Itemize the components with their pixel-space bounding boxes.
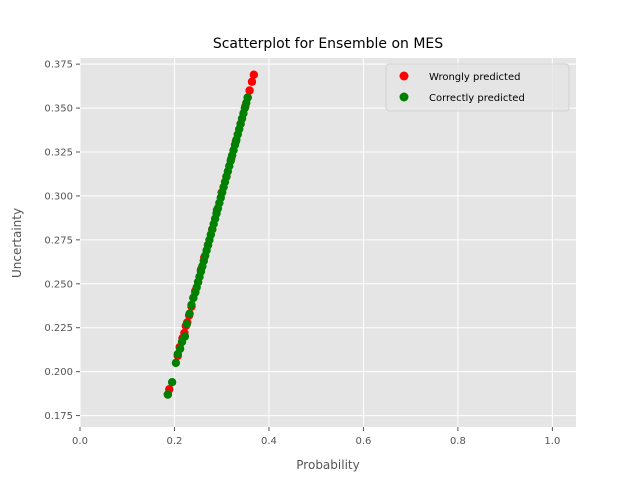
y-axis-label: Uncertainty	[10, 208, 24, 278]
data-point	[171, 358, 181, 368]
data-point	[175, 344, 185, 354]
data-points	[163, 70, 259, 399]
data-point	[180, 332, 190, 341]
y-tick-label: 0.350	[44, 104, 73, 115]
x-tick-label: 0.6	[355, 436, 371, 447]
x-tick-labels: 0.0 0.2 0.4 0.6 0.8 1.0	[72, 427, 560, 447]
y-tick-label: 0.200	[44, 367, 73, 378]
y-tick-label: 0.300	[44, 191, 73, 202]
y-tick-label: 0.325	[44, 148, 73, 159]
legend-label-wrongly-predicted: Wrongly predicted	[429, 72, 520, 83]
data-point	[187, 300, 196, 310]
series-correctly-predicted	[163, 93, 252, 399]
plot-background	[80, 58, 576, 427]
y-tick-label: 0.375	[44, 60, 73, 71]
chart-title: Scatterplot for Ensemble on MES	[213, 36, 443, 52]
legend-marker-wrongly-predicted	[399, 71, 409, 81]
data-point	[182, 320, 191, 329]
y-tick-labels: 0.175 0.200 0.225 0.250 0.275 0.300 0.325 0.350…	[44, 60, 80, 422]
legend: Wrongly predicted Correctly predicted	[385, 63, 570, 112]
data-point	[247, 77, 257, 86]
data-point	[185, 309, 194, 318]
legend-box	[385, 63, 570, 112]
data-point	[249, 70, 259, 79]
data-point	[243, 93, 252, 102]
y-tick-label: 0.225	[44, 323, 73, 334]
grid-lines	[79, 58, 576, 427]
y-tick-label: 0.175	[44, 411, 73, 422]
legend-marker-correctly-predicted	[399, 92, 409, 102]
data-point	[245, 86, 254, 95]
x-tick-label: 0.2	[167, 436, 183, 447]
x-tick-label: 0.0	[72, 436, 88, 447]
x-tick-label: 0.4	[261, 436, 277, 447]
y-tick-label: 0.250	[44, 279, 73, 290]
legend-label-correctly-predicted: Correctly predicted	[429, 93, 525, 104]
x-axis-label: Probability	[296, 458, 359, 472]
y-tick-label: 0.275	[44, 235, 73, 246]
x-tick-label: 1.0	[544, 436, 560, 447]
data-point	[167, 377, 177, 387]
x-tick-label: 0.8	[450, 436, 466, 447]
data-point	[163, 390, 173, 399]
